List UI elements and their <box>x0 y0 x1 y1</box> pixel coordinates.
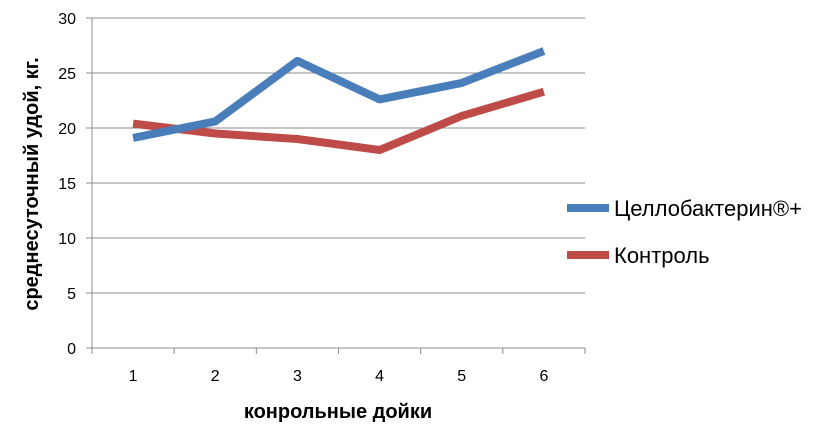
x-tick-label: 3 <box>293 368 302 385</box>
x-tick-label: 2 <box>211 368 220 385</box>
y-tick-label: 25 <box>58 66 76 83</box>
y-tick-label: 30 <box>58 11 76 28</box>
y-tick-label: 15 <box>58 176 76 193</box>
y-tick-label: 0 <box>67 341 76 358</box>
series-line-1 <box>133 51 544 138</box>
y-tick-label: 20 <box>58 121 76 138</box>
y-tick-label: 5 <box>67 286 76 303</box>
y-axis-title: среднесуточный удой, кг. <box>21 57 43 310</box>
x-tick-label: 4 <box>375 368 384 385</box>
gridlines <box>92 18 585 293</box>
series-lines <box>133 51 544 150</box>
x-tick-label: 6 <box>539 368 548 385</box>
x-axis-title: конрольные дойки <box>244 401 432 423</box>
series-line-2 <box>133 92 544 150</box>
x-tick-label: 5 <box>457 368 466 385</box>
x-tick-label: 1 <box>129 368 138 385</box>
y-tick-label: 10 <box>58 231 76 248</box>
legend-label: Целлобактерин®+ <box>614 196 802 221</box>
legend: Целлобактерин®+ Контроль <box>567 196 802 268</box>
legend-label: Контроль <box>614 243 710 268</box>
